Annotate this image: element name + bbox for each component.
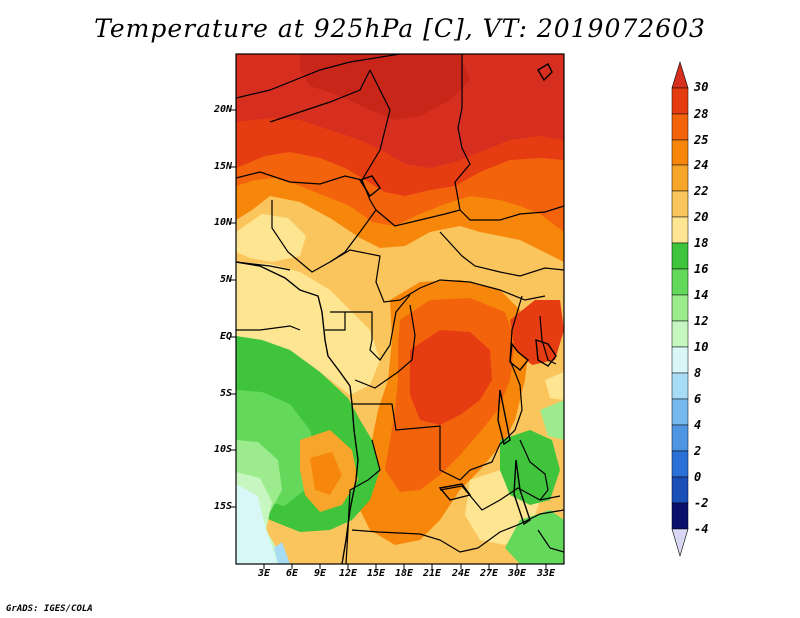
colorbar-label: -2 — [694, 496, 709, 510]
lon-label: 3E — [257, 568, 271, 579]
colorbar-segment — [671, 87, 689, 115]
colorbar-label: -4 — [694, 522, 709, 536]
colorbar-segment — [671, 268, 689, 296]
country-borders — [236, 54, 564, 564]
colorbar — [671, 60, 689, 558]
colorbar-label: 14 — [694, 288, 709, 302]
border-line — [349, 54, 401, 63]
lon-label: 27E — [479, 568, 499, 579]
colorbar-segment — [671, 398, 689, 426]
border-line — [236, 61, 351, 99]
colorbar-segment — [671, 216, 689, 244]
lake-outline — [535, 338, 557, 367]
border-line — [477, 509, 564, 549]
lon-label: 21E — [422, 568, 442, 579]
map-title: Temperature at 925hPa [C], VT: 201907260… — [94, 14, 706, 43]
border-line — [352, 403, 506, 481]
colorbar-bottom-arrow — [671, 528, 689, 558]
lat-label: 20N — [213, 104, 232, 115]
border-line — [519, 439, 549, 501]
lake-outline — [358, 175, 381, 198]
border-line — [375, 209, 461, 227]
lon-label: 30E — [507, 568, 527, 579]
colorbar-label: 22 — [694, 184, 709, 198]
border-line — [351, 529, 479, 553]
lon-label: 24E — [451, 568, 471, 579]
lat-label: 5S — [219, 388, 232, 399]
lat-label: 5N — [219, 274, 232, 285]
lon-label: 9E — [313, 568, 327, 579]
colorbar-segment — [671, 164, 689, 192]
colorbar-label: 2 — [694, 444, 702, 458]
colorbar-label: 12 — [694, 314, 709, 328]
colorbar-label: 8 — [694, 366, 702, 380]
lon-label: 33E — [536, 568, 556, 579]
colorbar-segment — [671, 450, 689, 478]
lat-label: EQ — [219, 331, 232, 342]
colorbar-segment — [671, 113, 689, 141]
border-line — [345, 439, 381, 564]
border-line — [504, 295, 523, 441]
border-line — [236, 325, 301, 331]
lon-label: 6E — [285, 568, 299, 579]
border-line — [236, 171, 363, 185]
colorbar-label: 28 — [694, 107, 709, 121]
colorbar-segment — [671, 242, 689, 270]
temperature-field — [236, 54, 564, 564]
lake-outline — [537, 63, 553, 82]
colorbar-label: 30 — [694, 80, 709, 94]
border-line — [354, 304, 416, 389]
axis-ticks — [231, 109, 547, 569]
colorbar-label: 10 — [694, 340, 709, 354]
credit-text: GrADS: IGES/COLA — [6, 604, 93, 614]
coastline — [236, 261, 359, 564]
coastlines — [236, 63, 557, 564]
border-line — [439, 231, 564, 277]
colorbar-segment — [671, 320, 689, 348]
colorbar-segment — [671, 346, 689, 374]
colorbar-label: 20 — [694, 210, 709, 224]
map-frame — [235, 53, 565, 565]
border-line — [537, 529, 564, 553]
lat-label: 10S — [213, 444, 232, 455]
lake-outline — [438, 483, 472, 501]
lon-label: 12E — [338, 568, 358, 579]
border-line — [345, 294, 411, 361]
colorbar-label: 6 — [694, 392, 702, 406]
lake-outline — [497, 389, 511, 446]
border-line — [454, 54, 564, 221]
colorbar-segment — [671, 190, 689, 218]
colorbar-label: 24 — [694, 158, 709, 172]
colorbar-label: 16 — [694, 262, 709, 276]
border-line — [269, 69, 371, 123]
lat-label: 10N — [213, 217, 232, 228]
colorbar-segment — [671, 476, 689, 504]
colorbar-segment — [671, 502, 689, 530]
border-line — [325, 311, 346, 331]
colorbar-segment — [671, 372, 689, 400]
colorbar-segment — [671, 424, 689, 452]
lake-outline — [509, 342, 529, 371]
colorbar-label: 18 — [694, 236, 709, 250]
pale-belt-west — [236, 262, 380, 395]
border-line — [329, 69, 391, 263]
colorbar-label: 4 — [694, 418, 702, 432]
lon-label: 15E — [366, 568, 386, 579]
colorbar-segment — [671, 294, 689, 322]
border-line — [271, 200, 331, 273]
lat-label: 15S — [213, 501, 232, 512]
lon-label: 18E — [394, 568, 414, 579]
lat-label: 15N — [213, 161, 232, 172]
colorbar-label: 25 — [694, 133, 709, 147]
colorbar-label: 0 — [694, 470, 702, 484]
border-line — [329, 249, 546, 303]
colorbar-top-arrow — [671, 60, 689, 89]
lake-outline — [513, 459, 531, 526]
colorbar-segment — [671, 139, 689, 166]
